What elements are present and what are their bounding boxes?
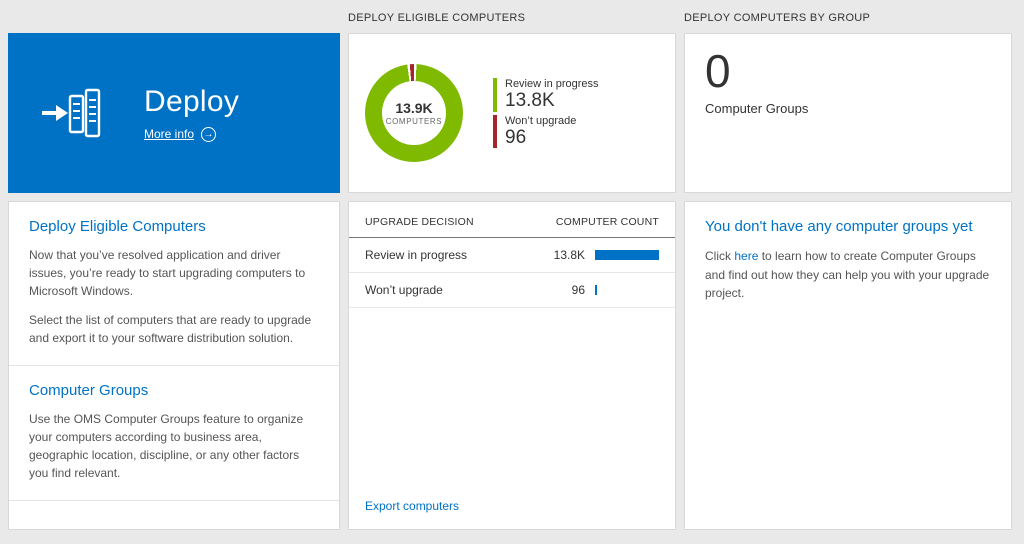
legend-name: Won’t upgrade	[505, 114, 577, 127]
row-value: 13.8K	[553, 248, 585, 262]
column-deploy: Deploy More info → Deploy Eligible Compu…	[8, 6, 340, 530]
count-bar	[595, 285, 597, 295]
no-groups-text: Click here to learn how to create Comput…	[705, 247, 991, 303]
column-header-computer-count: COMPUTER COUNT	[555, 216, 659, 228]
eligible-computers-tile: 13.9K COMPUTERS Review in progress 13.8K…	[348, 33, 676, 193]
section-paragraph: Use the OMS Computer Groups feature to o…	[29, 412, 304, 480]
legend-item-wont-upgrade: Won’t upgrade 96	[493, 114, 599, 149]
section-heading-computer-groups: Computer Groups	[29, 382, 149, 399]
more-info-arrow-icon[interactable]: →	[201, 126, 217, 142]
legend-value: 96	[505, 126, 527, 148]
row-bar-track	[595, 250, 659, 260]
left-panel-filler	[9, 501, 339, 529]
donut-chart[interactable]: 13.9K COMPUTERS	[365, 64, 463, 162]
computer-groups-tile: 0 Computer Groups	[684, 33, 1012, 193]
section-deploy-eligible: Deploy Eligible Computers Now that you’v…	[9, 202, 339, 366]
row-bar-track	[595, 285, 659, 295]
column-computers-by-group: DEPLOY COMPUTERS BY GROUP 0 Computer Gro…	[684, 6, 1012, 530]
donut-center-value: 13.9K	[395, 100, 433, 116]
right-column-header: DEPLOY COMPUTERS BY GROUP	[684, 12, 871, 24]
text-before-link: Click	[705, 249, 735, 263]
dashboard: Deploy More info → Deploy Eligible Compu…	[8, 6, 1012, 530]
deploy-title: Deploy	[144, 84, 240, 118]
count-bar	[595, 250, 659, 260]
legend-color-bar-green	[493, 77, 497, 112]
deploy-icon	[34, 82, 118, 144]
no-groups-heading: You don't have any computer groups yet	[705, 218, 973, 235]
more-info-row: More info →	[144, 126, 239, 142]
text-after-link: to learn how to create Computer Groups a…	[705, 249, 990, 301]
computer-groups-panel-body: You don't have any computer groups yet C…	[685, 202, 1011, 319]
legend-texts: Review in progress 13.8K	[505, 78, 599, 112]
table-row[interactable]: Won’t upgrade 96	[349, 273, 675, 308]
deploy-description-panel: Deploy Eligible Computers Now that you’v…	[8, 201, 340, 530]
section-paragraph: Now that you’ve resolved application and…	[29, 248, 306, 298]
computer-groups-label: Computer Groups	[705, 101, 809, 117]
deploy-tile-text: Deploy More info →	[144, 85, 239, 142]
legend-texts: Won’t upgrade 96	[505, 115, 576, 149]
row-label: Review in progress	[365, 248, 468, 262]
section-computer-groups: Computer Groups Use the OMS Computer Gro…	[9, 366, 339, 501]
deploy-blue-tile[interactable]: Deploy More info →	[8, 33, 340, 193]
row-label: Won’t upgrade	[365, 283, 443, 297]
computer-groups-count: 0	[705, 45, 731, 97]
computer-groups-panel: You don't have any computer groups yet C…	[684, 201, 1012, 530]
left-column-header-spacer	[8, 6, 340, 33]
legend-item-review-in-progress: Review in progress 13.8K	[493, 77, 599, 112]
donut-legend: Review in progress 13.8K Won’t upgrade 9…	[493, 77, 599, 149]
legend-color-bar-red	[493, 114, 497, 149]
table-header-row: UPGRADE DECISION COMPUTER COUNT	[349, 202, 675, 238]
legend-value: 13.8K	[505, 89, 555, 111]
donut-center: 13.9K COMPUTERS	[382, 81, 446, 145]
export-row: Export computers	[349, 487, 675, 529]
donut-center-label: COMPUTERS	[385, 117, 443, 126]
column-eligible-computers: DEPLOY ELIGIBLE COMPUTERS 13.9K COMPUTER…	[348, 6, 676, 530]
row-value: 96	[571, 283, 585, 297]
table-row[interactable]: Review in progress 13.8K	[349, 238, 675, 273]
more-info-link[interactable]: More info	[144, 127, 195, 141]
column-header-upgrade-decision: UPGRADE DECISION	[365, 216, 474, 228]
here-link[interactable]: here	[734, 249, 759, 263]
section-heading-deploy-eligible: Deploy Eligible Computers	[29, 218, 206, 235]
section-paragraph: Select the list of computers that are re…	[29, 313, 312, 345]
upgrade-decision-panel: UPGRADE DECISION COMPUTER COUNT Review i…	[348, 201, 676, 530]
middle-column-header: DEPLOY ELIGIBLE COMPUTERS	[348, 12, 526, 24]
legend-name: Review in progress	[505, 77, 599, 90]
export-computers-link[interactable]: Export computers	[365, 499, 460, 513]
